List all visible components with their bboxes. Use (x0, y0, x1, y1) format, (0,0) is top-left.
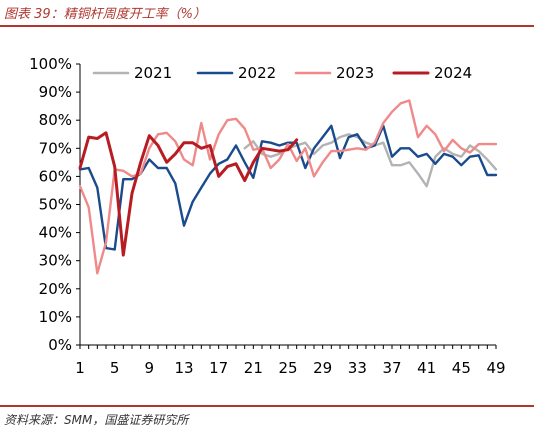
x-tick-label: 45 (452, 359, 471, 377)
x-tick-label: 9 (145, 359, 155, 377)
x-tick-label: 5 (110, 359, 120, 377)
line-chart: 0% 10% 20% 30% 40% 50% 60% 70% 80% 90% 100% 1 5 9 13 17… (29, 55, 505, 377)
x-tick-label: 25 (278, 359, 297, 377)
y-tick-label: 0% (48, 336, 72, 354)
series-line-2023 (78, 99, 498, 275)
y-tick-label: 20% (39, 280, 72, 298)
x-tick-label: 29 (313, 359, 332, 377)
y-tick-label: 70% (39, 139, 72, 157)
x-tick-label: 41 (417, 359, 436, 377)
y-tick-label: 100% (29, 55, 72, 73)
title-rule (0, 25, 534, 27)
series-line-2024 (78, 131, 299, 257)
legend-label-2021: 2021 (134, 64, 172, 82)
x-tick-label: 37 (382, 359, 401, 377)
chart-series (78, 99, 498, 275)
y-tick-label: 30% (39, 252, 72, 270)
legend-label-2023: 2023 (336, 64, 374, 82)
y-tick-label: 10% (39, 308, 72, 326)
x-tick-label: 17 (209, 359, 228, 377)
y-tick-label: 40% (39, 224, 72, 242)
series-line-2022 (78, 124, 498, 251)
y-tick-label: 90% (39, 83, 72, 101)
x-tick-label: 21 (244, 359, 263, 377)
source-rule (0, 405, 534, 407)
source-note: 资料来源：SMM，国盛证券研究所 (4, 413, 189, 427)
chart-axes: 0% 10% 20% 30% 40% 50% 60% 70% 80% 90% 100% 1 5 9 13 17… (29, 55, 505, 377)
y-tick-label: 60% (39, 167, 72, 185)
x-tick-label: 1 (75, 359, 85, 377)
y-tick-label: 50% (39, 196, 72, 214)
x-tick-label: 13 (174, 359, 193, 377)
figure-title: 图表 39：精铜杆周度开工率（%） (4, 7, 207, 22)
series-line-2021 (243, 133, 498, 188)
x-tick-label: 49 (486, 359, 505, 377)
legend-label-2022: 2022 (238, 64, 276, 82)
x-tick-label: 33 (348, 359, 367, 377)
chart-legend: 2021 2022 2023 2024 (92, 64, 472, 82)
legend-label-2024: 2024 (434, 64, 472, 82)
y-tick-label: 80% (39, 111, 72, 129)
